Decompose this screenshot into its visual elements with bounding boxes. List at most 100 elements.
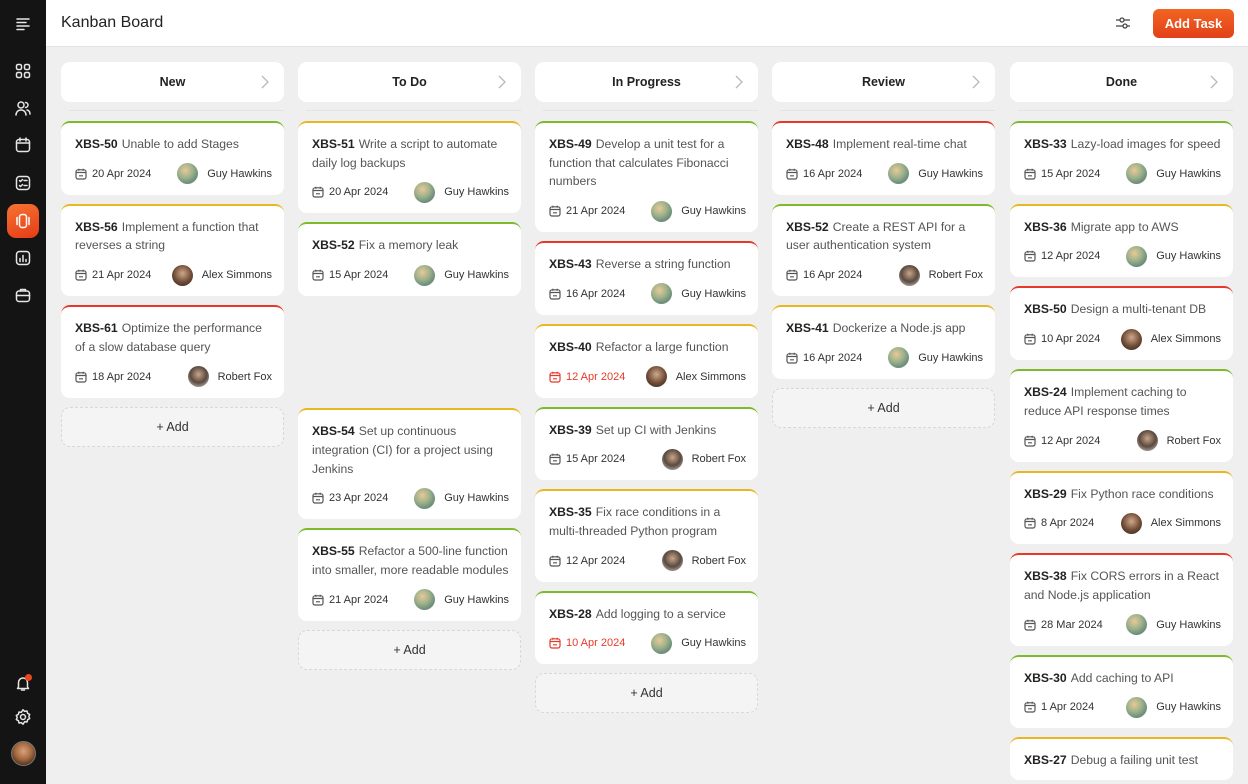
- notifications-button[interactable]: [7, 667, 39, 699]
- column-header[interactable]: In Progress: [535, 62, 758, 102]
- task-card[interactable]: XBS-48 Implement real-time chat 16 Apr 202…: [772, 121, 995, 195]
- card-meta: 21 Apr 2024 Guy Hawkins: [549, 200, 746, 222]
- assignee[interactable]: Guy Hawkins: [651, 283, 746, 305]
- task-card[interactable]: XBS-51 Write a script to automate daily l…: [298, 121, 521, 214]
- sidebar-item-tasks[interactable]: [7, 167, 39, 199]
- column-header[interactable]: Done: [1010, 62, 1233, 102]
- task-card[interactable]: XBS-36 Migrate app to AWS 12 Apr 2024 Guy H…: [1010, 203, 1233, 278]
- due-date: 16 Apr 2024: [786, 168, 862, 180]
- task-card[interactable]: XBS-50 Unable to add Stages 20 Apr 2024 Guy…: [61, 121, 284, 195]
- add-card-button[interactable]: + Add: [298, 629, 521, 670]
- task-card[interactable]: XBS-24 Implement caching to reduce API re…: [1010, 369, 1233, 462]
- avatar: [1120, 328, 1142, 350]
- filter-button[interactable]: [1112, 12, 1134, 34]
- menu-button[interactable]: [7, 8, 39, 40]
- add-card-button[interactable]: + Add: [61, 406, 284, 447]
- assignee[interactable]: Guy Hawkins: [414, 487, 509, 509]
- task-card[interactable]: XBS-61 Optimize the performance of a slow…: [61, 305, 284, 398]
- task-card[interactable]: XBS-30 Add caching to API 1 Apr 2024 Guy Ha…: [1010, 654, 1233, 729]
- chevron-right-icon[interactable]: [734, 74, 744, 90]
- assignee[interactable]: Guy Hawkins: [414, 264, 509, 286]
- assignee[interactable]: Guy Hawkins: [888, 347, 983, 369]
- due-date: 20 Apr 2024: [312, 186, 388, 198]
- task-card[interactable]: XBS-41 Dockerize a Node.js app 16 Apr 2024…: [772, 305, 995, 379]
- assignee-name: Robert Fox: [691, 554, 746, 567]
- sidebar-item-projects[interactable]: [7, 279, 39, 311]
- calendar-icon: [312, 594, 329, 606]
- task-card[interactable]: XBS-29 Fix Python race conditions 8 Apr 20…: [1010, 470, 1233, 545]
- assignee[interactable]: Guy Hawkins: [177, 163, 272, 185]
- avatar: [414, 589, 436, 611]
- assignee[interactable]: Robert Fox: [661, 550, 746, 572]
- column-header[interactable]: To Do: [298, 62, 521, 102]
- card-title: XBS-61 Optimize the performance of a slow…: [75, 319, 272, 356]
- assignee[interactable]: Alex Simmons: [171, 264, 272, 286]
- chevron-right-icon[interactable]: [260, 74, 270, 90]
- assignee[interactable]: Guy Hawkins: [414, 181, 509, 203]
- task-card[interactable]: XBS-28 Add logging to a service 10 Apr 202…: [535, 590, 758, 665]
- card-title: XBS-52 Create a REST API for a user authe…: [786, 218, 983, 255]
- sidebar-item-users[interactable]: [7, 92, 39, 124]
- task-card[interactable]: XBS-35 Fix race conditions in a multi-thr…: [535, 489, 758, 582]
- assignee[interactable]: Guy Hawkins: [1126, 614, 1221, 636]
- task-card[interactable]: XBS-39 Set up CI with Jenkins 15 Apr 2024 R…: [535, 406, 758, 481]
- chevron-right-icon[interactable]: [497, 74, 507, 90]
- assignee[interactable]: Alex Simmons: [1120, 512, 1221, 534]
- card-title: XBS-41 Dockerize a Node.js app: [786, 319, 983, 338]
- card-meta: 21 Apr 2024 Alex Simmons: [75, 264, 272, 286]
- task-title: Develop a unit test for a function that …: [549, 137, 729, 189]
- task-card[interactable]: XBS-40 Refactor a large function 12 Apr 20…: [535, 323, 758, 398]
- assignee[interactable]: Guy Hawkins: [888, 163, 983, 185]
- assignee[interactable]: Alex Simmons: [1120, 328, 1221, 350]
- avatar: [888, 347, 910, 369]
- card-title: XBS-43 Reverse a string function: [549, 255, 746, 274]
- card-title: XBS-51 Write a script to automate daily l…: [312, 135, 509, 172]
- column-header[interactable]: Review: [772, 62, 995, 102]
- sidebar-item-reports[interactable]: [7, 242, 39, 274]
- avatar: [1126, 696, 1148, 718]
- assignee[interactable]: Guy Hawkins: [1126, 163, 1221, 185]
- chevron-right-icon[interactable]: [971, 74, 981, 90]
- calendar-icon: [15, 137, 31, 153]
- chevron-right-icon[interactable]: [1209, 74, 1219, 90]
- task-card[interactable]: XBS-52 Fix a memory leak 15 Apr 2024 Guy Ha…: [298, 222, 521, 297]
- task-card[interactable]: XBS-54 Set up continuous integration (CI)…: [298, 408, 521, 520]
- add-card-button[interactable]: + Add: [535, 673, 758, 714]
- due-date: 15 Apr 2024: [549, 453, 625, 465]
- assignee-name: Guy Hawkins: [681, 205, 746, 218]
- add-task-button[interactable]: Add Task: [1153, 9, 1234, 38]
- assignee[interactable]: Guy Hawkins: [651, 632, 746, 654]
- task-card[interactable]: XBS-50 Design a multi-tenant DB 10 Apr 202…: [1010, 286, 1233, 361]
- task-card[interactable]: XBS-56 Implement a function that reverses…: [61, 203, 284, 297]
- avatar: [414, 264, 436, 286]
- task-card[interactable]: XBS-33 Lazy-load images for speed 15 Apr 2…: [1010, 121, 1233, 195]
- task-card[interactable]: XBS-27 Debug a failing unit test: [1010, 737, 1233, 781]
- assignee[interactable]: Robert Fox: [1136, 430, 1221, 452]
- task-card[interactable]: XBS-49 Develop a unit test for a function…: [535, 121, 758, 233]
- sidebar-item-kanban[interactable]: [7, 204, 39, 238]
- assignee[interactable]: Guy Hawkins: [414, 589, 509, 611]
- assignee[interactable]: Alex Simmons: [645, 366, 746, 388]
- assignee[interactable]: Guy Hawkins: [1126, 696, 1221, 718]
- add-card-button[interactable]: + Add: [772, 387, 995, 428]
- assignee[interactable]: Robert Fox: [661, 448, 746, 470]
- task-title: Migrate app to AWS: [1070, 219, 1179, 234]
- assignee[interactable]: Guy Hawkins: [1126, 245, 1221, 267]
- task-card[interactable]: XBS-52 Create a REST API for a user authe…: [772, 203, 995, 297]
- task-title: Set up continuous integration (CI) for a…: [312, 424, 493, 476]
- column-header[interactable]: New: [61, 62, 284, 102]
- settings-button[interactable]: [7, 701, 39, 733]
- sidebar-item-calendar[interactable]: [7, 129, 39, 161]
- assignee[interactable]: Robert Fox: [898, 264, 983, 286]
- task-card[interactable]: XBS-38 Fix CORS errors in a React and Nod…: [1010, 553, 1233, 646]
- assignee[interactable]: Robert Fox: [187, 366, 272, 388]
- task-card[interactable]: XBS-43 Reverse a string function 16 Apr 20…: [535, 241, 758, 315]
- task-card[interactable]: XBS-55 Refactor a 500-line function into …: [298, 528, 521, 621]
- task-title: Optimize the performance of a slow datab…: [75, 321, 262, 354]
- assignee[interactable]: Guy Hawkins: [651, 200, 746, 222]
- user-avatar[interactable]: [11, 741, 36, 766]
- due-date: 16 Apr 2024: [549, 288, 625, 300]
- sidebar-item-dashboard[interactable]: [7, 55, 39, 87]
- card-title: XBS-33 Lazy-load images for speed: [1024, 135, 1221, 154]
- card-title: XBS-38 Fix CORS errors in a React and Nod…: [1024, 567, 1221, 604]
